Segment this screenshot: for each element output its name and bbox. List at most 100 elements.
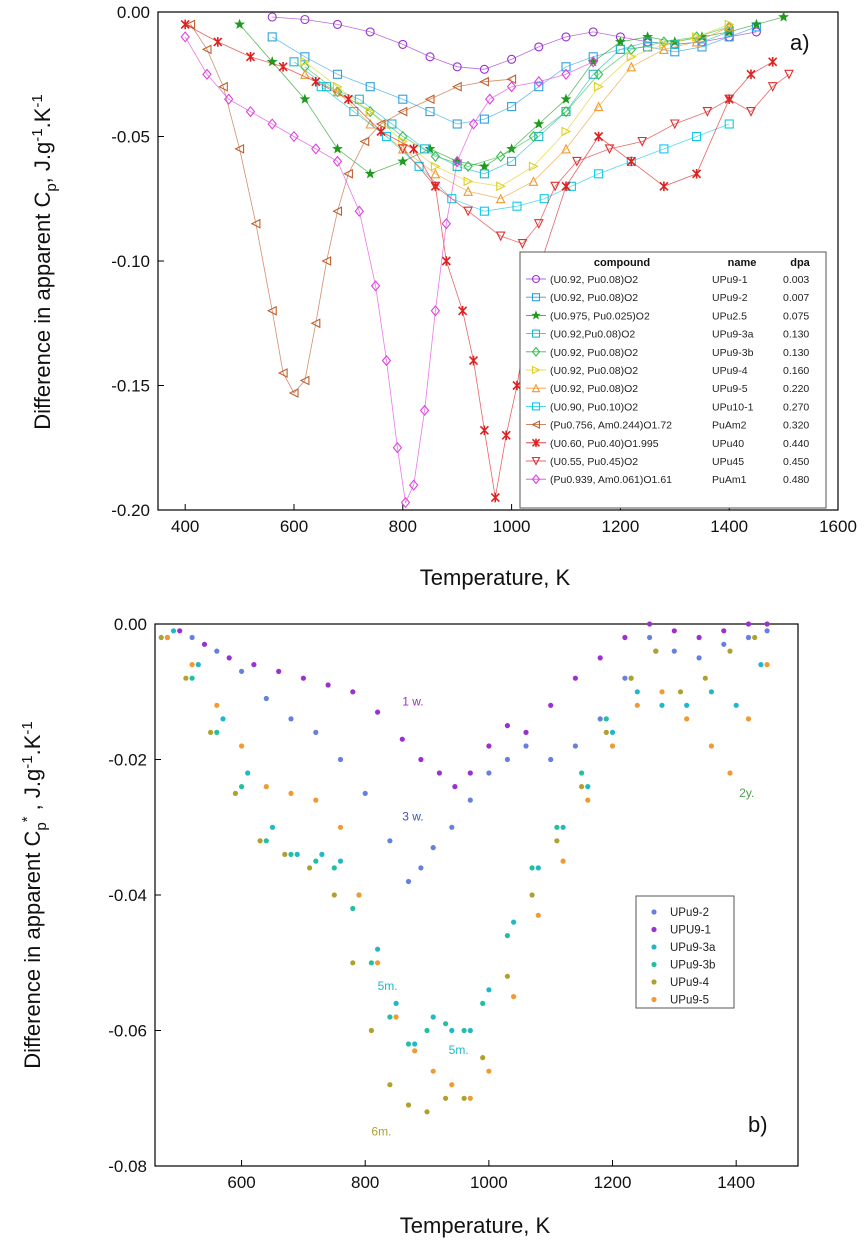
data-point bbox=[626, 51, 637, 62]
series-UPu9-4 bbox=[300, 19, 735, 192]
data-point bbox=[554, 824, 560, 830]
panel-b-label: b) bbox=[748, 1112, 768, 1137]
data-point bbox=[561, 126, 572, 137]
series-line bbox=[320, 86, 730, 212]
data-point bbox=[721, 641, 727, 647]
panel-a-ylabel: Difference in apparent Cp, J.g-1.K-1 bbox=[29, 94, 60, 429]
data-point bbox=[362, 790, 368, 797]
data-point bbox=[560, 858, 566, 864]
y-tick-label: -0.05 bbox=[111, 128, 150, 147]
data-point bbox=[671, 628, 677, 634]
legend-row-UPu9-3b: UPu9-3b bbox=[651, 960, 715, 972]
data-point bbox=[764, 628, 770, 634]
legend-marker bbox=[531, 365, 541, 375]
data-point bbox=[375, 119, 386, 129]
data-point bbox=[534, 82, 544, 92]
y-tick-label: -0.02 bbox=[108, 751, 147, 770]
legend-marker bbox=[651, 996, 657, 1003]
data-point bbox=[622, 675, 628, 681]
data-point bbox=[463, 176, 474, 187]
data-point bbox=[418, 865, 424, 871]
data-point bbox=[647, 634, 653, 641]
annotation: 2y. bbox=[739, 786, 754, 800]
data-point bbox=[405, 1102, 412, 1108]
x-tick-label: 1400 bbox=[710, 517, 748, 536]
data-point bbox=[604, 144, 615, 155]
data-point bbox=[325, 682, 331, 688]
data-point bbox=[398, 94, 408, 104]
data-point bbox=[214, 729, 220, 736]
legend-name: UPu9-2 bbox=[670, 907, 709, 919]
data-point bbox=[708, 689, 715, 695]
panel-b: 600 800 1000 1200 1400 0.00 -0.02 -0.04 -0.06 -0.… bbox=[19, 615, 799, 1238]
data-point bbox=[778, 11, 790, 22]
legend-name: UPu10-1 bbox=[712, 401, 754, 413]
data-point bbox=[696, 634, 702, 641]
series-line bbox=[402, 73, 790, 245]
data-point bbox=[424, 143, 436, 154]
data-point bbox=[356, 892, 362, 898]
data-point bbox=[313, 797, 319, 803]
legend-marker bbox=[531, 274, 541, 284]
data-point bbox=[337, 824, 344, 830]
data-point bbox=[588, 27, 598, 37]
panel-b-ylabel-end: .K bbox=[20, 734, 45, 755]
data-point bbox=[597, 716, 603, 722]
data-point bbox=[381, 354, 392, 367]
data-point bbox=[332, 143, 343, 154]
data-point bbox=[220, 716, 226, 722]
data-point bbox=[208, 729, 214, 736]
panel-b-legend-box bbox=[635, 895, 735, 1009]
legend-dpa: 0.320 bbox=[783, 420, 809, 432]
data-point bbox=[727, 648, 733, 654]
data-point bbox=[647, 621, 653, 627]
data-point bbox=[684, 716, 690, 722]
data-point bbox=[504, 933, 510, 939]
data-point bbox=[603, 716, 609, 722]
data-point bbox=[609, 729, 616, 736]
data-point bbox=[659, 144, 669, 154]
data-point bbox=[626, 156, 636, 167]
legend-compound: (U0.92,Pu0.08)O2 bbox=[550, 329, 635, 341]
data-point bbox=[561, 68, 571, 80]
panel-b-ylabel-star: * bbox=[19, 816, 36, 822]
data-point bbox=[364, 168, 376, 179]
legend-header-dpa: dpa bbox=[790, 257, 810, 269]
legend-compound: (Pu0.756, Am0.244)O1.72 bbox=[550, 420, 672, 432]
annotation: 3 w. bbox=[402, 809, 423, 823]
data-point bbox=[354, 205, 365, 217]
series-UPu9-5 bbox=[164, 634, 770, 1101]
legend-name: UPu45 bbox=[712, 456, 744, 468]
data-point bbox=[365, 118, 376, 129]
data-point bbox=[671, 648, 677, 654]
data-point bbox=[430, 161, 441, 172]
data-point bbox=[495, 150, 506, 163]
legend-name: UPu9-4 bbox=[712, 365, 748, 377]
data-point bbox=[677, 689, 684, 695]
legend-row-UPu45: (U0.55, Pu0.45)O2 UPu45 0.450 bbox=[526, 456, 809, 468]
legend-row-UPu9-4: UPu9-4 bbox=[651, 977, 710, 989]
legend-row-UPu9-4: (U0.92, Pu0.08)O2 UPu9-4 0.160 bbox=[526, 365, 809, 377]
data-point bbox=[504, 973, 510, 979]
data-point bbox=[702, 107, 713, 117]
data-point bbox=[467, 770, 473, 776]
legend-compound: (Pu0.939, Am0.061)O1.61 bbox=[550, 474, 672, 486]
data-point bbox=[365, 82, 375, 92]
legend-row-UPu9-3a: (U0.92,Pu0.08)O2 UPu9-3a 0.130 bbox=[526, 329, 809, 341]
legend-compound: (U0.975, Pu0.025)O2 bbox=[550, 310, 650, 322]
data-point bbox=[479, 64, 489, 74]
y-tick-label: -0.08 bbox=[108, 1157, 147, 1176]
y-tick-label: -0.10 bbox=[111, 252, 150, 271]
data-point bbox=[349, 107, 359, 117]
data-point bbox=[430, 181, 441, 192]
panel-b-legend: UPu9-2 UPU9-1 UPu9-3a UPu9-3b UPu9-4 UPu9-5 bbox=[635, 895, 735, 1009]
data-point bbox=[452, 119, 462, 129]
data-point bbox=[507, 156, 517, 166]
series-UPU9-1 bbox=[177, 621, 770, 790]
data-point bbox=[452, 155, 462, 168]
panel-a-legend-box bbox=[519, 251, 827, 509]
data-point bbox=[528, 176, 539, 186]
data-point bbox=[375, 960, 381, 966]
data-point bbox=[277, 368, 288, 378]
